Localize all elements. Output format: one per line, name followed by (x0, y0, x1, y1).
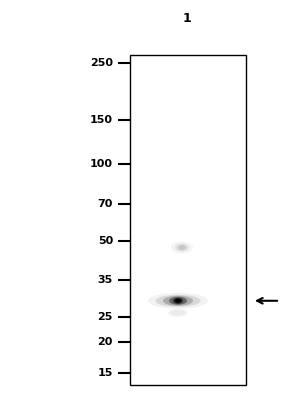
Text: 1: 1 (183, 12, 191, 25)
Text: 250: 250 (90, 58, 113, 68)
Ellipse shape (168, 309, 188, 317)
Ellipse shape (169, 297, 187, 305)
Text: 150: 150 (90, 115, 113, 125)
Text: 15: 15 (98, 368, 113, 378)
Ellipse shape (171, 310, 185, 315)
Ellipse shape (173, 298, 183, 304)
Text: 20: 20 (98, 337, 113, 347)
Ellipse shape (176, 299, 179, 302)
Ellipse shape (175, 299, 181, 303)
Ellipse shape (171, 242, 193, 254)
Text: 25: 25 (98, 312, 113, 322)
Bar (130, 55, 246, 385)
Text: 100: 100 (90, 160, 113, 170)
Text: 50: 50 (98, 236, 113, 246)
Text: 35: 35 (98, 275, 113, 285)
Ellipse shape (178, 245, 186, 250)
Ellipse shape (155, 295, 201, 307)
Ellipse shape (163, 296, 193, 306)
Text: 70: 70 (98, 199, 113, 209)
Ellipse shape (148, 293, 208, 309)
Ellipse shape (175, 244, 189, 252)
